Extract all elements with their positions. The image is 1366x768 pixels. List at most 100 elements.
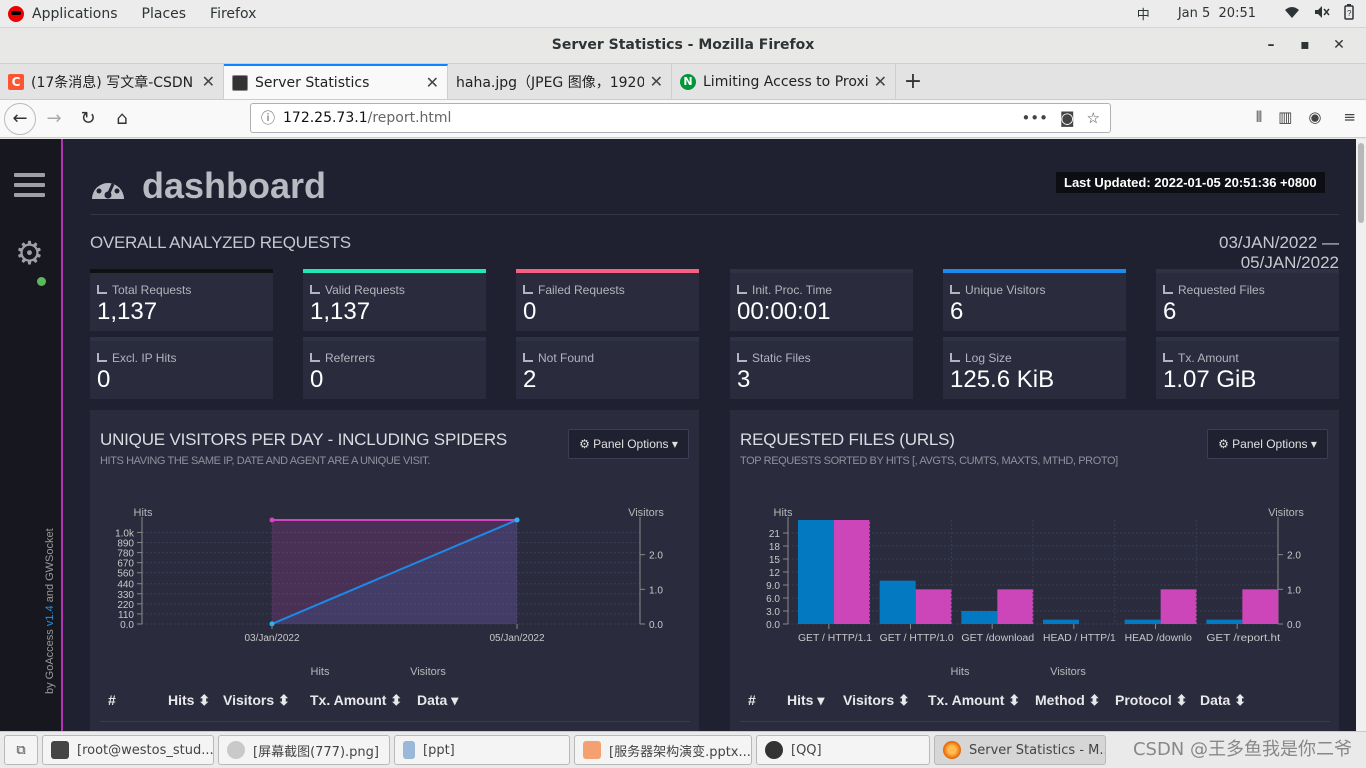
col-protocol-label: Protocol xyxy=(1115,692,1172,708)
panel-options-button[interactable]: ⚙ Panel Options ▾ xyxy=(568,429,689,459)
bar-chart-icon xyxy=(737,285,747,294)
sidebar-toggle-icon[interactable]: ▥ xyxy=(1278,108,1293,126)
col-tx-amount[interactable]: Tx. Amount ⬍ xyxy=(310,692,402,709)
col-hits-label: Hits xyxy=(787,692,814,708)
y-tick-label: 9.0 xyxy=(766,581,780,592)
stat-card: Not Found 2 xyxy=(516,337,699,399)
col-data[interactable]: Data ⬍ xyxy=(1200,692,1246,709)
stat-label-text: Init. Proc. Time xyxy=(752,283,833,297)
stat-label: Not Found xyxy=(523,351,594,365)
col-tx-amount[interactable]: Tx. Amount ⬍ xyxy=(928,692,1020,709)
maximize-button[interactable]: ▪ xyxy=(1300,37,1310,53)
taskbar-item-presentation[interactable]: [服务器架构演变.pptx... xyxy=(574,735,752,765)
input-method-indicator[interactable]: 中 xyxy=(1136,8,1150,23)
sort-icon: ⬍ xyxy=(1008,692,1021,708)
col-index[interactable]: # xyxy=(108,692,116,708)
account-icon[interactable]: ◉ xyxy=(1308,108,1322,126)
clock[interactable]: Jan 5 20:51 xyxy=(1178,6,1256,21)
tab-label: Server Statistics xyxy=(255,74,370,91)
system-top-bar: Applications Places Firefox 中 Jan 5 20:5… xyxy=(0,0,1366,28)
library-icon[interactable]: ⫴ xyxy=(1255,108,1263,126)
y-tick-label: 21 xyxy=(769,529,781,540)
stat-label: Valid Requests xyxy=(310,283,405,297)
svg-text:?: ? xyxy=(1347,9,1352,18)
bar-chart-icon xyxy=(310,353,320,362)
tab-limiting-access[interactable]: N Limiting Access to Proxied ✕ xyxy=(672,64,896,99)
site-info-icon[interactable]: ⓘ xyxy=(261,111,275,127)
close-tab-icon[interactable]: ✕ xyxy=(425,73,439,92)
reload-button[interactable]: ↻ xyxy=(80,108,96,129)
y-axis-label: Hits xyxy=(774,507,793,519)
col-visitors[interactable]: Visitors ⬍ xyxy=(223,692,290,709)
panel-options-button[interactable]: ⚙ Panel Options ▾ xyxy=(1207,429,1328,459)
forward-button[interactable]: → xyxy=(46,108,62,129)
battery-icon[interactable]: ? xyxy=(1344,3,1354,24)
visitors-bar xyxy=(1160,589,1197,624)
panel-options-label: Panel Options xyxy=(593,437,669,451)
date-range: 03/JAN/2022 — 05/JAN/2022 xyxy=(1218,233,1339,272)
tab-haha-jpg[interactable]: haha.jpg（JPEG 图像，1920× ✕ xyxy=(448,64,672,99)
requested-files-chart: 0.0 3.0 6.0 9.0 12 15 18 21 0.0 1.0 2.0 Hits Visitor… xyxy=(766,507,1304,678)
taskbar-item-folder[interactable]: [ppt] xyxy=(394,735,570,765)
stat-value: 0 xyxy=(310,366,324,393)
bar-chart-icon xyxy=(950,353,960,362)
requested-files-panel: REQUESTED FILES (URLS) TOP REQUESTS SORT… xyxy=(730,410,1339,731)
stat-label-text: Unique Visitors xyxy=(965,283,1046,297)
col-hits[interactable]: Hits ⬍ xyxy=(168,692,210,709)
bar-chart-icon xyxy=(523,285,533,294)
home-button[interactable]: ⌂ xyxy=(116,108,128,129)
close-tab-icon[interactable]: ✕ xyxy=(873,72,887,91)
hits-line xyxy=(271,519,518,625)
menu-toggle-icon[interactable] xyxy=(14,173,45,203)
col-method[interactable]: Method ⬍ xyxy=(1035,692,1100,709)
wifi-icon[interactable] xyxy=(1284,5,1300,23)
stat-card: Tx. Amount 1.07 GiB xyxy=(1156,337,1339,399)
taskbar-item-image-viewer[interactable]: [屏幕截图(777).png] xyxy=(218,735,390,765)
tab-server-statistics[interactable]: Server Statistics ✕ xyxy=(224,64,448,99)
col-hits[interactable]: Hits ▾ xyxy=(787,692,824,709)
stat-label-text: Referrers xyxy=(325,351,376,365)
col-data[interactable]: Data ▾ xyxy=(417,692,458,709)
show-desktop-button[interactable]: ⧉ xyxy=(4,735,38,765)
hamburger-menu-icon[interactable]: ≡ xyxy=(1343,108,1356,126)
page-actions-icon[interactable]: ••• xyxy=(1021,109,1048,127)
col-protocol[interactable]: Protocol ⬍ xyxy=(1115,692,1187,709)
address-bar[interactable]: ⓘ 172.25.73.1/report.html ••• ◙ ☆ xyxy=(250,103,1111,133)
applications-menu[interactable]: Applications xyxy=(32,5,118,22)
back-button[interactable]: ← xyxy=(4,102,36,135)
y2-tick-label: 2.0 xyxy=(649,551,663,562)
y2-tick-label: 1.0 xyxy=(649,585,663,596)
websocket-status-dot xyxy=(37,277,46,286)
bar-chart-icon xyxy=(1163,285,1173,294)
hits-bar xyxy=(1043,619,1079,624)
new-tab-button[interactable]: + xyxy=(903,69,923,94)
bar-chart-icon xyxy=(737,353,747,362)
navigation-toolbar: ← → ↻ ⌂ ⓘ 172.25.73.1/report.html ••• ◙ … xyxy=(0,100,1366,138)
page-scrollbar[interactable] xyxy=(1356,139,1366,731)
taskbar-item-qq[interactable]: [QQ] xyxy=(756,735,930,765)
hits-point xyxy=(269,621,275,627)
stat-label-text: Tx. Amount xyxy=(1178,351,1239,365)
firefox-menu[interactable]: Firefox xyxy=(210,5,257,22)
pocket-icon[interactable]: ◙ xyxy=(1059,109,1075,127)
taskbar-item-terminal[interactable]: [root@westos_stud... xyxy=(42,735,214,765)
y2-tick-label: 0.0 xyxy=(1287,620,1301,631)
taskbar: ⧉ [root@westos_stud... [屏幕截图(777).png] [… xyxy=(0,731,1366,768)
y-tick-label: 110 xyxy=(118,610,134,621)
settings-gear-icon[interactable]: ⚙ xyxy=(15,235,44,271)
stat-label-text: Static Files xyxy=(752,351,811,365)
close-tab-icon[interactable]: ✕ xyxy=(649,72,663,91)
volume-muted-icon[interactable] xyxy=(1314,5,1330,23)
y-tick-label: 15 xyxy=(769,555,781,566)
col-index[interactable]: # xyxy=(748,692,756,708)
col-visitors[interactable]: Visitors ⬍ xyxy=(843,692,910,709)
bookmark-star-icon[interactable]: ☆ xyxy=(1086,109,1100,127)
x-tick-label: GET /download xyxy=(961,633,1034,644)
places-menu[interactable]: Places xyxy=(141,5,187,22)
scrollbar-thumb[interactable] xyxy=(1358,143,1364,223)
tab-csdn[interactable]: C (17条消息) 写文章-CSDN ✕ xyxy=(0,64,224,99)
taskbar-item-firefox[interactable]: Server Statistics - M... xyxy=(934,735,1106,765)
minimize-button[interactable]: – xyxy=(1267,37,1275,53)
close-window-button[interactable]: ✕ xyxy=(1333,37,1345,53)
close-tab-icon[interactable]: ✕ xyxy=(201,72,215,91)
